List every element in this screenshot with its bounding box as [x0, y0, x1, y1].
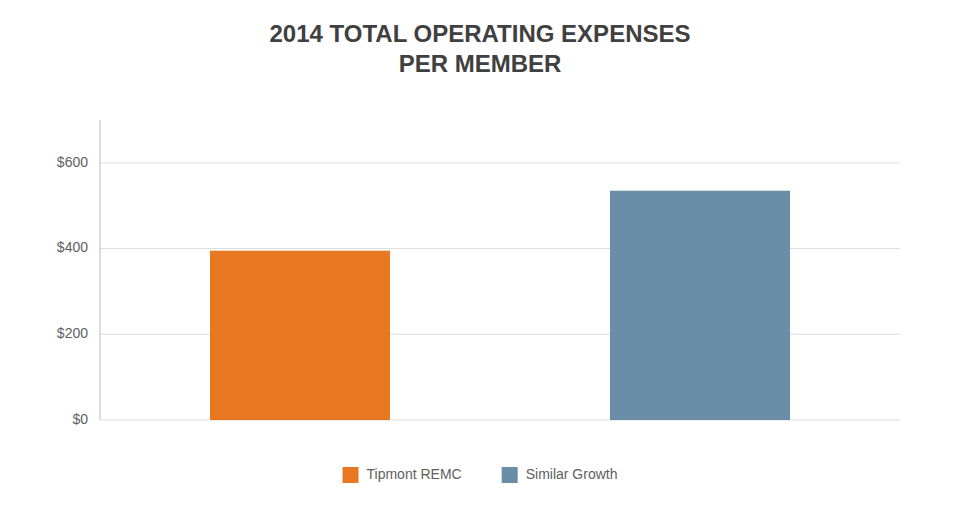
y-axis-line: [100, 120, 101, 420]
title-line: PER MEMBER: [399, 50, 562, 77]
legend-swatch: [343, 467, 359, 483]
chart-svg: 2014 TOTAL OPERATING EXPENSES PER MEMBER $…: [0, 0, 960, 513]
y-tick-label: $600: [57, 154, 88, 170]
y-tick-label: $400: [57, 239, 88, 255]
bar: [210, 251, 390, 420]
y-tick-label: $0: [72, 411, 88, 427]
legend-swatch: [502, 467, 518, 483]
chart-container: 2014 TOTAL OPERATING EXPENSES PER MEMBER $…: [0, 0, 960, 513]
bar: [610, 191, 790, 420]
grid: [100, 163, 900, 420]
legend-label: Similar Growth: [526, 466, 618, 482]
legend-label: Tipmont REMC: [367, 466, 462, 482]
bars: [210, 191, 790, 420]
grid-line: [100, 162, 900, 163]
legend: Tipmont REMC Similar Growth: [343, 466, 618, 483]
y-tick-label: $200: [57, 325, 88, 341]
title-line: 2014 TOTAL OPERATING EXPENSES: [269, 20, 690, 47]
title: 2014 TOTAL OPERATING EXPENSES PER MEMBER: [269, 20, 690, 77]
